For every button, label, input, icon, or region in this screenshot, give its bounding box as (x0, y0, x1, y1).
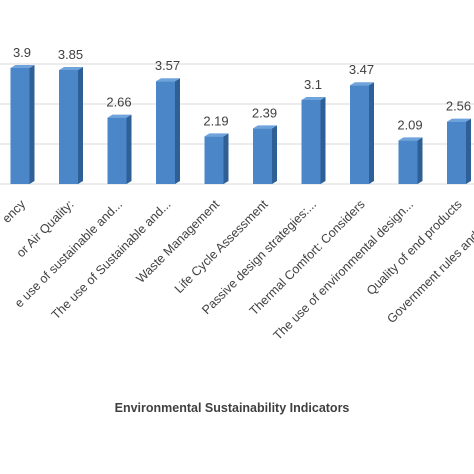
bar (253, 128, 272, 184)
bar-side (78, 67, 83, 184)
bar (107, 117, 127, 184)
value-label: 3.57 (155, 58, 180, 73)
bar-side (175, 78, 180, 184)
category-label: ency (0, 197, 29, 226)
bar-top (59, 67, 83, 70)
bar-top (156, 78, 180, 82)
bar (350, 85, 369, 184)
bar (10, 68, 30, 184)
category-label: Waste Management (133, 197, 222, 286)
bar-top (301, 97, 326, 100)
value-label: 2.66 (106, 95, 131, 110)
category-label: Life Cycle Assessment (172, 197, 271, 296)
bar (156, 81, 175, 184)
value-label: 3.47 (349, 62, 374, 77)
bar-side (320, 97, 326, 184)
value-label: 2.39 (252, 105, 277, 120)
bar (398, 140, 418, 184)
bar-side (466, 118, 471, 184)
value-label: 2.56 (446, 99, 471, 114)
value-label: 2.19 (203, 113, 228, 128)
value-label: 3.1 (304, 77, 322, 92)
bar (447, 121, 466, 184)
value-label: 3.85 (58, 47, 83, 62)
bars (10, 65, 471, 184)
category-label: Quality of end products (364, 197, 465, 298)
bar (204, 136, 224, 184)
value-label: 3.9 (13, 45, 31, 60)
bar-side (29, 65, 35, 184)
bar-top (107, 114, 132, 118)
bar-side (223, 133, 229, 184)
bar (301, 100, 321, 184)
bar-top (204, 133, 229, 137)
bar-top (447, 118, 471, 122)
bar-top (398, 137, 423, 141)
value-labels: 3.9 3.85 2.66 3.57 2.19 2.39 3.1 3.47 2.09 2.56 (13, 45, 471, 132)
value-label: 2.09 (397, 117, 422, 132)
bar-top (253, 125, 277, 129)
bar (59, 70, 78, 184)
bar-side (126, 114, 132, 184)
x-axis-title: Environmental Sustainability Indicators (115, 401, 350, 415)
bar-top (350, 82, 374, 86)
bar-side (417, 137, 423, 184)
bar-side (369, 82, 374, 184)
bar-top (10, 65, 35, 68)
bar-side (272, 125, 277, 184)
